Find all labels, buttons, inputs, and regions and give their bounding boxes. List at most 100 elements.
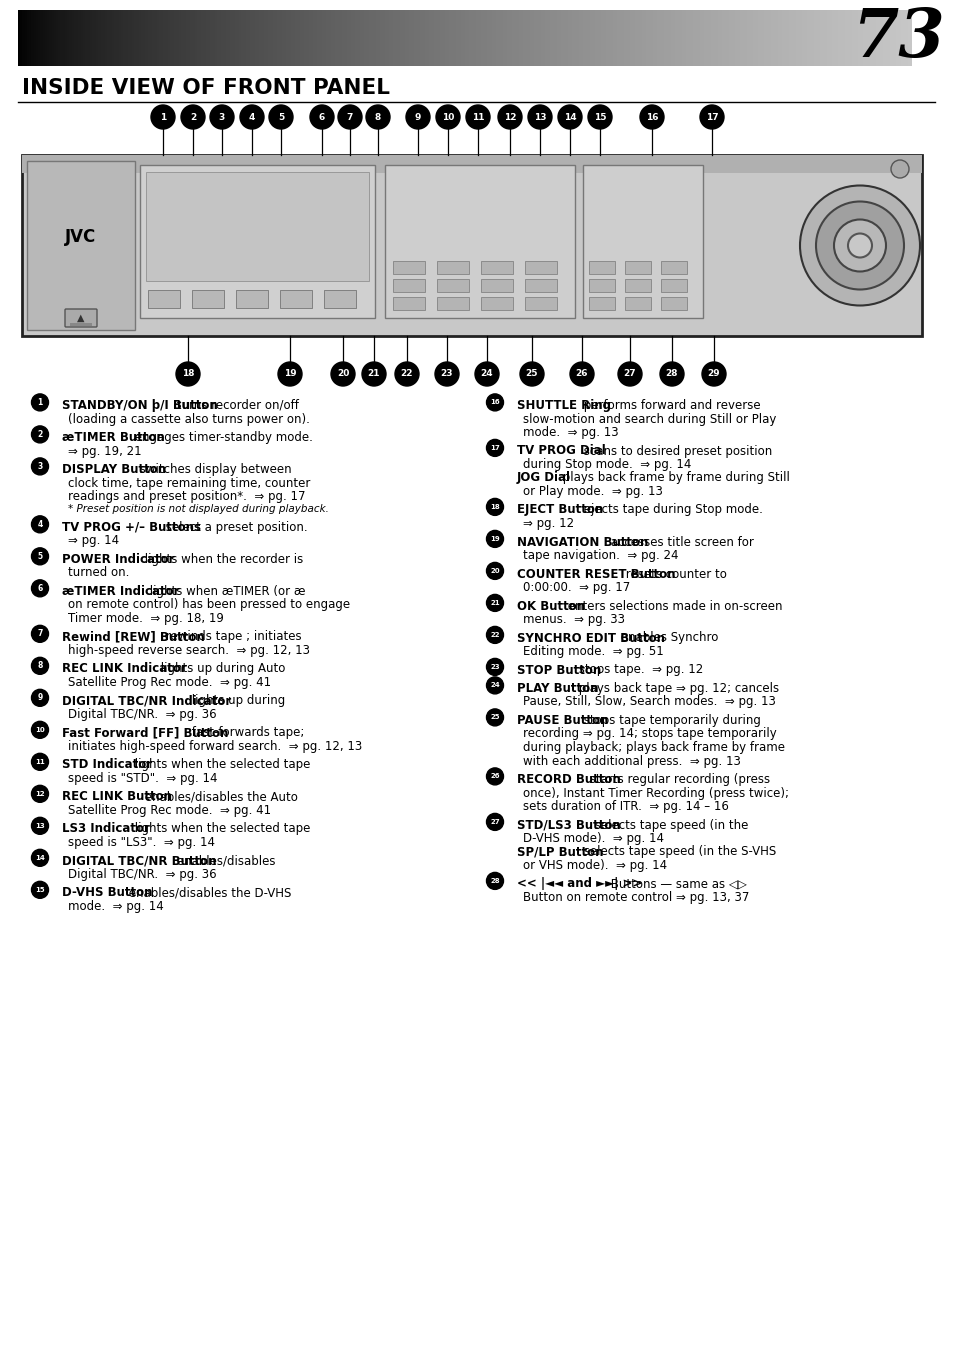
Circle shape — [497, 105, 521, 130]
FancyBboxPatch shape — [65, 309, 97, 326]
Text: DIGITAL TBC/NR Indicator: DIGITAL TBC/NR Indicator — [62, 695, 231, 707]
Circle shape — [31, 626, 49, 642]
Circle shape — [436, 105, 459, 130]
Circle shape — [486, 563, 503, 580]
Text: stops tape.  ⇒ pg. 12: stops tape. ⇒ pg. 12 — [575, 664, 702, 676]
FancyBboxPatch shape — [624, 279, 650, 291]
Text: DIGITAL TBC/NR Button: DIGITAL TBC/NR Button — [62, 854, 216, 867]
Text: 14: 14 — [35, 855, 45, 861]
Text: 8: 8 — [37, 661, 43, 670]
Text: STD/LS3 Button: STD/LS3 Button — [517, 819, 620, 831]
Circle shape — [618, 362, 641, 386]
FancyBboxPatch shape — [393, 279, 424, 291]
Text: 22: 22 — [490, 631, 499, 638]
Text: lights when æTIMER (or æ: lights when æTIMER (or æ — [146, 585, 306, 598]
Text: select a preset position.: select a preset position. — [162, 521, 308, 534]
FancyBboxPatch shape — [192, 290, 224, 308]
FancyBboxPatch shape — [280, 290, 312, 308]
Circle shape — [277, 362, 302, 386]
FancyBboxPatch shape — [146, 173, 369, 281]
Text: 26: 26 — [490, 773, 499, 780]
Text: POWER Indicator: POWER Indicator — [62, 553, 174, 567]
FancyBboxPatch shape — [436, 297, 469, 310]
Text: SHUTTLE Ring: SHUTTLE Ring — [517, 399, 610, 411]
FancyBboxPatch shape — [624, 260, 650, 274]
Text: readings and preset position*.  ⇒ pg. 17: readings and preset position*. ⇒ pg. 17 — [68, 490, 305, 503]
Text: mode.  ⇒ pg. 13: mode. ⇒ pg. 13 — [522, 426, 618, 438]
Circle shape — [31, 457, 49, 475]
Text: STANDBY/ON þ/I Button: STANDBY/ON þ/I Button — [62, 399, 217, 411]
Text: tape navigation.  ⇒ pg. 24: tape navigation. ⇒ pg. 24 — [522, 549, 678, 563]
Circle shape — [337, 105, 361, 130]
Text: 0:00:00.  ⇒ pg. 17: 0:00:00. ⇒ pg. 17 — [522, 581, 630, 594]
Text: performs forward and reverse: performs forward and reverse — [579, 399, 760, 411]
Text: 10: 10 — [441, 112, 454, 121]
Text: Timer mode.  ⇒ pg. 18, 19: Timer mode. ⇒ pg. 18, 19 — [68, 612, 224, 625]
FancyBboxPatch shape — [140, 165, 375, 318]
Text: selects tape speed (in the S-VHS: selects tape speed (in the S-VHS — [579, 846, 776, 858]
Text: enables/disables: enables/disables — [172, 854, 274, 867]
Text: 19: 19 — [283, 370, 296, 379]
FancyBboxPatch shape — [148, 290, 180, 308]
Circle shape — [486, 873, 503, 889]
Text: REC LINK Indicator: REC LINK Indicator — [62, 662, 187, 676]
Circle shape — [310, 105, 334, 130]
Circle shape — [31, 426, 49, 442]
Text: 7: 7 — [347, 112, 353, 121]
Circle shape — [210, 105, 233, 130]
Text: 16: 16 — [645, 112, 658, 121]
Circle shape — [847, 233, 871, 258]
Circle shape — [639, 105, 663, 130]
Text: 2: 2 — [37, 430, 43, 438]
FancyBboxPatch shape — [436, 260, 469, 274]
Circle shape — [486, 626, 503, 643]
Text: 27: 27 — [623, 370, 636, 379]
FancyBboxPatch shape — [480, 260, 513, 274]
Circle shape — [700, 105, 723, 130]
Text: Pause, Still, Slow, Search modes.  ⇒ pg. 13: Pause, Still, Slow, Search modes. ⇒ pg. … — [522, 696, 775, 708]
Text: INSIDE VIEW OF FRONT PANEL: INSIDE VIEW OF FRONT PANEL — [22, 78, 390, 98]
Text: 24: 24 — [490, 683, 499, 688]
Text: scans to desired preset position: scans to desired preset position — [579, 445, 772, 457]
Circle shape — [519, 362, 543, 386]
Circle shape — [558, 105, 581, 130]
Text: TV PROG +/– Buttons: TV PROG +/– Buttons — [62, 521, 201, 534]
Text: 23: 23 — [490, 664, 499, 670]
Circle shape — [486, 710, 503, 726]
Circle shape — [486, 658, 503, 676]
Text: on remote control) has been pressed to engage: on remote control) has been pressed to e… — [68, 599, 350, 611]
FancyBboxPatch shape — [324, 290, 355, 308]
FancyBboxPatch shape — [235, 290, 268, 308]
Text: turned on.: turned on. — [68, 567, 130, 580]
Circle shape — [151, 105, 174, 130]
Text: PAUSE Button: PAUSE Button — [517, 714, 608, 727]
Text: Rewind [REW] Button: Rewind [REW] Button — [62, 630, 205, 643]
Text: 3: 3 — [218, 112, 225, 121]
Text: once), Instant Timer Recording (press twice);: once), Instant Timer Recording (press tw… — [522, 786, 788, 800]
Text: Digital TBC/NR.  ⇒ pg. 36: Digital TBC/NR. ⇒ pg. 36 — [68, 867, 216, 881]
Circle shape — [486, 394, 503, 411]
FancyBboxPatch shape — [480, 279, 513, 291]
Text: 12: 12 — [35, 791, 45, 797]
Text: 20: 20 — [490, 568, 499, 573]
Text: engages timer-standby mode.: engages timer-standby mode. — [131, 430, 312, 444]
Text: 6: 6 — [37, 584, 43, 592]
Circle shape — [331, 362, 355, 386]
Text: selects tape speed (in the: selects tape speed (in the — [590, 819, 747, 831]
Text: D-VHS mode).  ⇒ pg. 14: D-VHS mode). ⇒ pg. 14 — [522, 832, 663, 844]
FancyBboxPatch shape — [22, 155, 921, 173]
Text: 8: 8 — [375, 112, 381, 121]
FancyBboxPatch shape — [524, 279, 557, 291]
Circle shape — [31, 850, 49, 866]
Text: 12: 12 — [503, 112, 516, 121]
Text: menus.  ⇒ pg. 33: menus. ⇒ pg. 33 — [522, 612, 624, 626]
Circle shape — [486, 813, 503, 831]
Circle shape — [486, 677, 503, 693]
Text: STOP Button: STOP Button — [517, 664, 600, 676]
Text: ⇒ pg. 14: ⇒ pg. 14 — [68, 534, 119, 548]
Text: Button on remote control ⇒ pg. 13, 37: Button on remote control ⇒ pg. 13, 37 — [522, 890, 749, 904]
Text: EJECT Button: EJECT Button — [517, 503, 602, 517]
Circle shape — [31, 548, 49, 565]
Text: TV PROG Dial: TV PROG Dial — [517, 445, 605, 457]
FancyBboxPatch shape — [22, 155, 921, 336]
